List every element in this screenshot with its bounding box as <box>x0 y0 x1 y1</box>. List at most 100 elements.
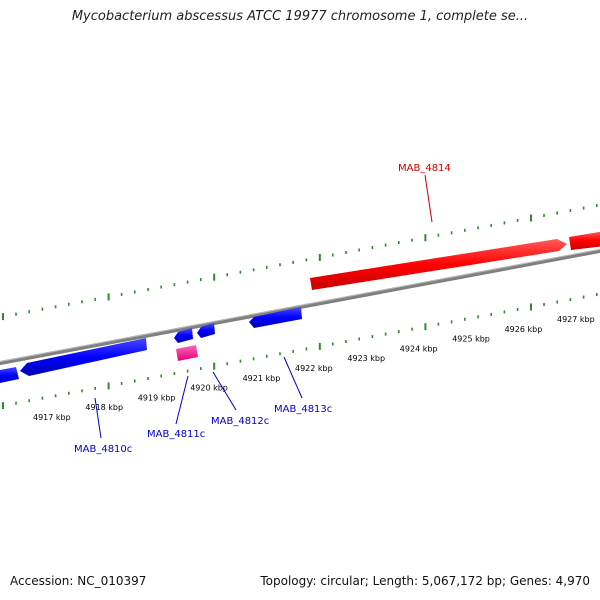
tick-mark <box>345 340 347 343</box>
tick-mark <box>68 391 70 395</box>
tick-mark <box>94 386 96 390</box>
chromosome-backbone-highlight <box>0 248 600 363</box>
genome-summary: Topology: circular; Length: 5,067,172 bp… <box>260 574 590 588</box>
tick-mark <box>292 349 294 353</box>
tick-mark <box>2 313 4 321</box>
tick-mark <box>186 369 189 373</box>
tick-mark <box>147 288 149 291</box>
tick-mark <box>358 337 360 341</box>
tick-mark <box>503 310 506 314</box>
gene-mab-4812c-arrow[interactable] <box>197 323 215 338</box>
tick-mark <box>424 234 427 242</box>
tick-mark <box>266 265 268 269</box>
scale-tick-label: 4924 kbp <box>400 345 438 354</box>
tick-mark <box>279 263 281 267</box>
tick-mark <box>437 233 440 237</box>
tick-mark <box>503 221 506 225</box>
tick-mark <box>450 320 453 324</box>
forward-tick-track <box>2 204 598 321</box>
tick-mark <box>543 303 545 306</box>
tick-mark <box>543 214 545 217</box>
tick-mark <box>530 214 532 222</box>
tick-mark <box>120 381 123 385</box>
tick-mark <box>371 335 374 339</box>
leader-line-mab-4813c <box>283 356 303 399</box>
scale-tick-label: 4922 kbp <box>295 364 333 373</box>
tick-mark <box>200 278 202 282</box>
tick-mark <box>582 206 585 210</box>
leader-line-mab-4811c <box>175 375 189 425</box>
scale-tick-label: 4921 kbp <box>243 374 281 383</box>
scale-tick-label: 4919 kbp <box>138 393 176 402</box>
tick-mark <box>173 372 176 376</box>
gene-label-mab-4810c[interactable]: MAB_4810c <box>74 444 132 455</box>
tick-mark <box>411 238 413 242</box>
tick-mark <box>134 379 136 383</box>
tick-mark <box>582 295 585 299</box>
tick-mark <box>54 305 57 309</box>
tick-mark <box>318 253 321 261</box>
tick-mark <box>596 293 598 297</box>
tick-mark <box>332 342 334 346</box>
tick-mark <box>28 399 30 403</box>
tick-mark <box>556 211 558 215</box>
reverse-tick-track <box>2 293 598 410</box>
gene-mab-4811c-arrow[interactable] <box>174 328 193 343</box>
tick-mark <box>292 260 294 264</box>
tick-mark <box>186 280 189 284</box>
scale-tick-label: 4920 kbp <box>190 384 228 393</box>
tick-mark <box>160 374 162 378</box>
tick-mark <box>226 273 228 277</box>
gene-mab-4810c-arrow[interactable] <box>20 338 147 376</box>
gene-left-edge-arrow[interactable] <box>0 367 19 384</box>
tick-mark <box>147 377 149 380</box>
pseudogene-feature[interactable] <box>176 345 198 361</box>
gene-label-mab-4814[interactable]: MAB_4814 <box>398 163 451 174</box>
gene-label-mab-4813c[interactable]: MAB_4813c <box>274 404 332 415</box>
tick-mark <box>516 307 519 311</box>
tick-mark <box>450 231 453 235</box>
tick-mark <box>173 283 176 287</box>
tick-mark <box>134 290 136 294</box>
tick-mark <box>107 382 110 390</box>
tick-mark <box>239 270 242 274</box>
tick-mark <box>424 323 427 331</box>
accession-info: Accession: NC_010397 <box>10 574 147 588</box>
tick-mark <box>160 285 162 289</box>
gene-label-mab-4812c[interactable]: MAB_4812c <box>211 416 269 427</box>
tick-mark <box>239 359 242 363</box>
tick-mark <box>226 362 228 366</box>
gene-next-forward-arrow[interactable] <box>569 231 600 250</box>
tick-mark <box>398 241 400 245</box>
tick-mark <box>437 322 440 326</box>
leader-line-mab-4810c <box>94 397 102 439</box>
tick-mark <box>279 352 281 356</box>
gene-mab-4814-arrow[interactable] <box>310 239 567 290</box>
tick-mark <box>318 342 321 350</box>
tick-mark <box>68 302 70 306</box>
tick-mark <box>596 204 598 208</box>
tick-mark <box>252 357 255 361</box>
tick-mark <box>569 298 572 302</box>
tick-mark <box>332 253 334 257</box>
tick-mark <box>200 367 202 371</box>
tick-mark <box>15 401 17 405</box>
tick-mark <box>213 362 216 370</box>
tick-mark <box>94 297 96 301</box>
gene-label-mab-4811c[interactable]: MAB_4811c <box>147 429 205 440</box>
chromosome-backbone <box>0 248 600 366</box>
tick-mark <box>556 300 558 304</box>
tick-mark <box>477 226 479 230</box>
tick-mark <box>358 248 360 252</box>
tick-mark <box>54 394 57 398</box>
gene-mab-4813c-arrow[interactable] <box>249 307 302 328</box>
scale-labels: 4917 kbp 4918 kbp 4919 kbp 4920 kbp 4921 kbp… <box>33 315 595 422</box>
tick-mark <box>107 293 110 301</box>
tick-mark <box>490 223 492 227</box>
tick-mark <box>530 303 532 311</box>
leader-line-mab-4812c <box>212 371 237 411</box>
tick-mark <box>516 218 519 222</box>
scale-tick-label: 4927 kbp <box>557 315 595 324</box>
tick-mark <box>477 315 479 319</box>
